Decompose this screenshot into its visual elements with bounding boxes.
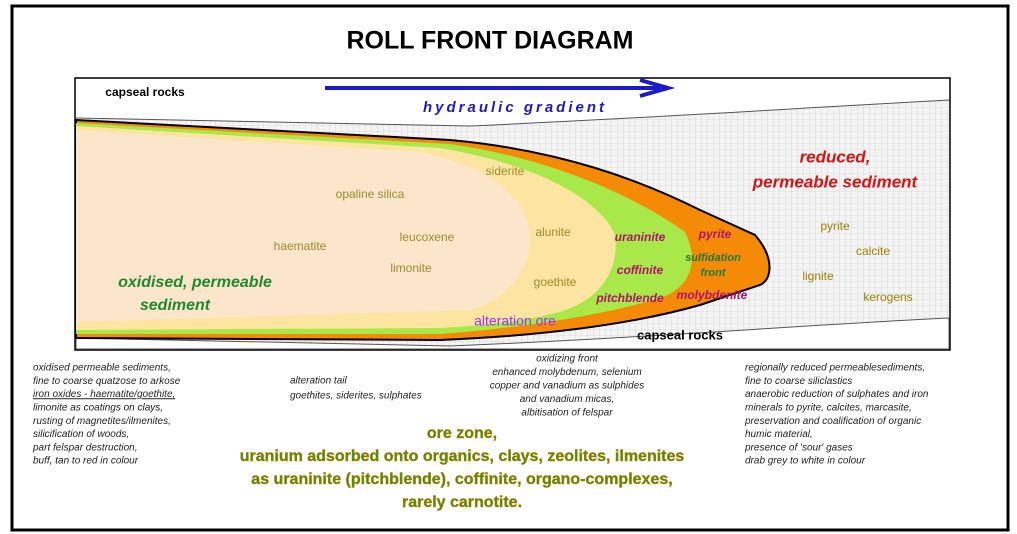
note-line: fine to coarse siliclastics [745,376,852,387]
label: haematite [274,239,327,253]
label: goethite [534,275,577,289]
note-line: copper and vanadium as sulphides [490,381,645,392]
note-line: and vanadium micas, [520,394,615,405]
label: capseal rocks [105,85,185,99]
note-line: albitisation of felspar [521,408,613,419]
ore-zone-line: uranium adsorbed onto organics, clays, z… [240,448,685,465]
label: sediment [140,297,211,314]
note-line: anaerobic reduction of sulphates and iro… [745,389,929,400]
note-line: silicification of woods, [33,429,129,440]
note-line: rusting of magnetites/ilmenites, [33,416,171,427]
note-line: drab grey to white in colour [745,456,866,467]
label: pitchblende [595,291,664,305]
label: pyrite [820,219,850,233]
label: pyrite [698,227,732,241]
label: coffinite [617,263,664,277]
note-line: buff, tan to red in colour [33,456,139,467]
label: calcite [856,244,890,258]
label: alteration ore [474,313,556,329]
label: alunite [535,225,571,239]
note-line: iron oxides - haematite/goethite, [33,389,175,400]
label: leucoxene [400,230,455,244]
title: ROLL FRONT DIAGRAM [346,27,633,55]
label: limonite [390,261,432,275]
note-line: oxidizing front [536,354,599,365]
label: hydraulic gradient [423,99,607,116]
label: capseal rocks [637,327,723,342]
note-line: regionally reduced permeablesediments, [745,363,925,374]
note-line: alteration tail [290,376,347,387]
label: kerogens [863,290,912,304]
note-line: part felspar destruction, [32,442,138,453]
label: lignite [802,269,834,283]
note-line: goethites, siderites, sulphates [290,391,422,402]
label: sulfidation [685,252,741,264]
label: permeable sediment [752,172,919,191]
label: oxidised, permeable [118,274,272,291]
label: siderite [486,164,525,178]
ore-zone-line: as uraninite (pitchblende), coffinite, o… [251,471,672,488]
note-line: fine to coarse quatzose to arkose [33,376,181,387]
note-line: limonite as coatings on clays, [33,403,163,414]
note-line: presence of 'sour' gases [744,442,853,453]
label: front [700,267,726,279]
label: molybdenite [677,288,748,302]
note-line: minerals to pyrite, calcites, marcasite, [745,403,912,414]
label: reduced, [800,147,871,166]
page: ROLL FRONT DIAGRAM capseal rocks hydraul… [0,0,1017,534]
ore-zone-line: rarely carnotite. [402,494,522,511]
note-line: enhanced molybdenum, selenium [492,367,642,378]
label: uraninite [615,230,666,244]
note-line: preservation and coalification of organi… [744,416,921,427]
label: opaline silica [336,187,405,201]
note-line: humic material, [745,429,813,440]
note-line: oxidised permeable sediments, [33,363,171,374]
diagram: capseal rocks hydraulic gradient reduced… [75,78,950,350]
ore-zone-line: ore zone, [427,425,497,442]
